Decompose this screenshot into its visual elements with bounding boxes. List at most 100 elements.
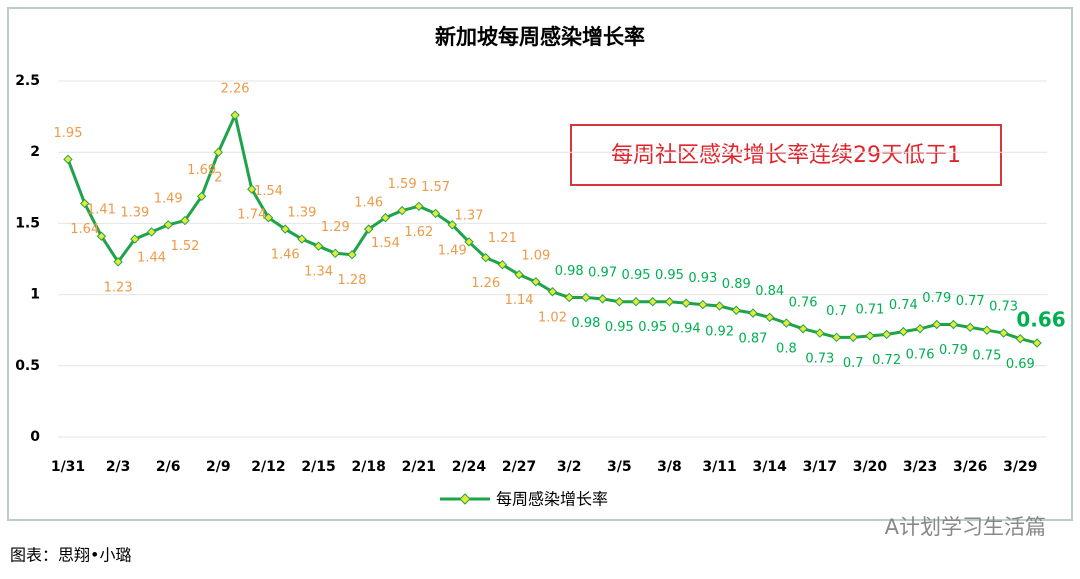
data-label: 0.79 bbox=[939, 343, 968, 358]
data-label: 1.52 bbox=[170, 239, 199, 254]
data-label: 0.98 bbox=[571, 316, 600, 331]
data-label: 1.54 bbox=[371, 236, 400, 251]
marker bbox=[263, 212, 274, 223]
x-tick-label: 1/31 bbox=[51, 459, 85, 475]
x-tick-label: 3/8 bbox=[657, 459, 682, 475]
data-label: 0.66 bbox=[1016, 308, 1065, 332]
data-label: 0.71 bbox=[855, 302, 884, 317]
data-label: 0.69 bbox=[1006, 357, 1035, 372]
data-label: 0.73 bbox=[989, 300, 1018, 315]
watermark: A计划学习生活篇 bbox=[885, 515, 1046, 539]
footer-credit: 图表：思翔•小璐 bbox=[10, 546, 131, 565]
x-tick-label: 2/18 bbox=[352, 459, 386, 475]
x-tick-label: 3/17 bbox=[803, 459, 837, 475]
marker bbox=[464, 237, 474, 247]
data-label: 0.76 bbox=[906, 347, 935, 362]
marker bbox=[1015, 334, 1025, 344]
marker bbox=[848, 332, 858, 343]
marker bbox=[865, 331, 875, 341]
marker bbox=[213, 147, 224, 157]
x-tick-label: 2/3 bbox=[106, 459, 131, 475]
x-tick-label: 3/14 bbox=[753, 459, 788, 475]
marker bbox=[313, 241, 324, 251]
data-label: 1.28 bbox=[338, 273, 367, 288]
data-label: 1.69 bbox=[187, 163, 216, 178]
marker bbox=[397, 205, 407, 216]
marker bbox=[297, 234, 307, 244]
data-label: 1.59 bbox=[388, 177, 417, 192]
data-label: 1.23 bbox=[104, 280, 133, 295]
x-tick-label: 3/2 bbox=[557, 459, 582, 475]
marker bbox=[1032, 338, 1042, 348]
marker bbox=[79, 198, 90, 209]
marker bbox=[664, 297, 675, 307]
data-label: 1.39 bbox=[287, 206, 316, 221]
marker bbox=[915, 324, 925, 334]
marker bbox=[648, 297, 658, 307]
data-label: 0.93 bbox=[688, 271, 717, 286]
marker bbox=[247, 184, 257, 194]
x-tick-label: 2/6 bbox=[156, 459, 181, 475]
data-label: 0.73 bbox=[805, 352, 834, 367]
data-label: 1.37 bbox=[454, 208, 483, 223]
x-tick-label: 2/15 bbox=[301, 459, 335, 475]
data-label: 1.44 bbox=[137, 250, 166, 265]
legend-label: 每周感染增长率 bbox=[496, 490, 608, 509]
data-label: 2 bbox=[214, 171, 222, 186]
y-tick-label: 1.5 bbox=[15, 215, 40, 231]
y-tick-label: 2.5 bbox=[15, 73, 40, 89]
marker bbox=[965, 322, 975, 333]
data-label: 1.74 bbox=[237, 208, 266, 223]
marker bbox=[714, 301, 725, 311]
data-label: 0.74 bbox=[889, 298, 918, 313]
marker bbox=[731, 305, 741, 315]
annotation-box bbox=[570, 124, 1002, 186]
y-tick-label: 0 bbox=[30, 429, 40, 445]
data-label: 1.26 bbox=[471, 276, 500, 291]
annotation: 每周社区感染增长率连续29天低于1 bbox=[611, 143, 961, 168]
y-tick-label: 0.5 bbox=[15, 358, 40, 374]
marker bbox=[113, 257, 123, 267]
x-tick-label: 3/29 bbox=[1003, 459, 1037, 475]
marker bbox=[831, 332, 842, 343]
chart-title: 新加坡每周感染增长率 bbox=[435, 25, 645, 49]
data-label: 1.34 bbox=[304, 265, 333, 280]
marker bbox=[146, 227, 157, 237]
y-tick-label: 1 bbox=[30, 287, 40, 303]
x-tick-label: 3/23 bbox=[903, 459, 937, 475]
data-label: 0.95 bbox=[605, 320, 634, 335]
marker bbox=[631, 297, 641, 307]
marker bbox=[430, 208, 441, 219]
x-tick-label: 2/24 bbox=[452, 459, 487, 475]
x-tick-label: 2/9 bbox=[206, 459, 231, 475]
data-label: 0.89 bbox=[722, 277, 751, 292]
marker bbox=[96, 231, 107, 241]
marker bbox=[781, 318, 792, 328]
marker bbox=[230, 110, 240, 120]
marker bbox=[364, 224, 374, 234]
marker bbox=[681, 298, 691, 308]
marker bbox=[380, 212, 391, 223]
data-label: 1.49 bbox=[438, 243, 467, 258]
marker bbox=[764, 312, 775, 323]
data-label: 1.54 bbox=[254, 184, 283, 199]
marker bbox=[982, 325, 992, 335]
marker bbox=[948, 319, 959, 330]
marker bbox=[815, 328, 825, 338]
marker bbox=[798, 324, 808, 334]
marker bbox=[998, 328, 1009, 338]
marker bbox=[932, 319, 942, 330]
marker bbox=[163, 220, 173, 230]
marker bbox=[414, 201, 424, 212]
data-label: 0.87 bbox=[739, 332, 768, 347]
data-label: 0.84 bbox=[755, 284, 784, 299]
marker bbox=[531, 277, 541, 287]
x-tick-label: 2/12 bbox=[251, 459, 285, 475]
marker bbox=[347, 250, 357, 260]
marker bbox=[614, 297, 625, 307]
data-label: 1.21 bbox=[488, 231, 517, 246]
marker bbox=[497, 259, 508, 270]
x-tick-label: 3/5 bbox=[607, 459, 632, 475]
marker bbox=[748, 308, 758, 318]
